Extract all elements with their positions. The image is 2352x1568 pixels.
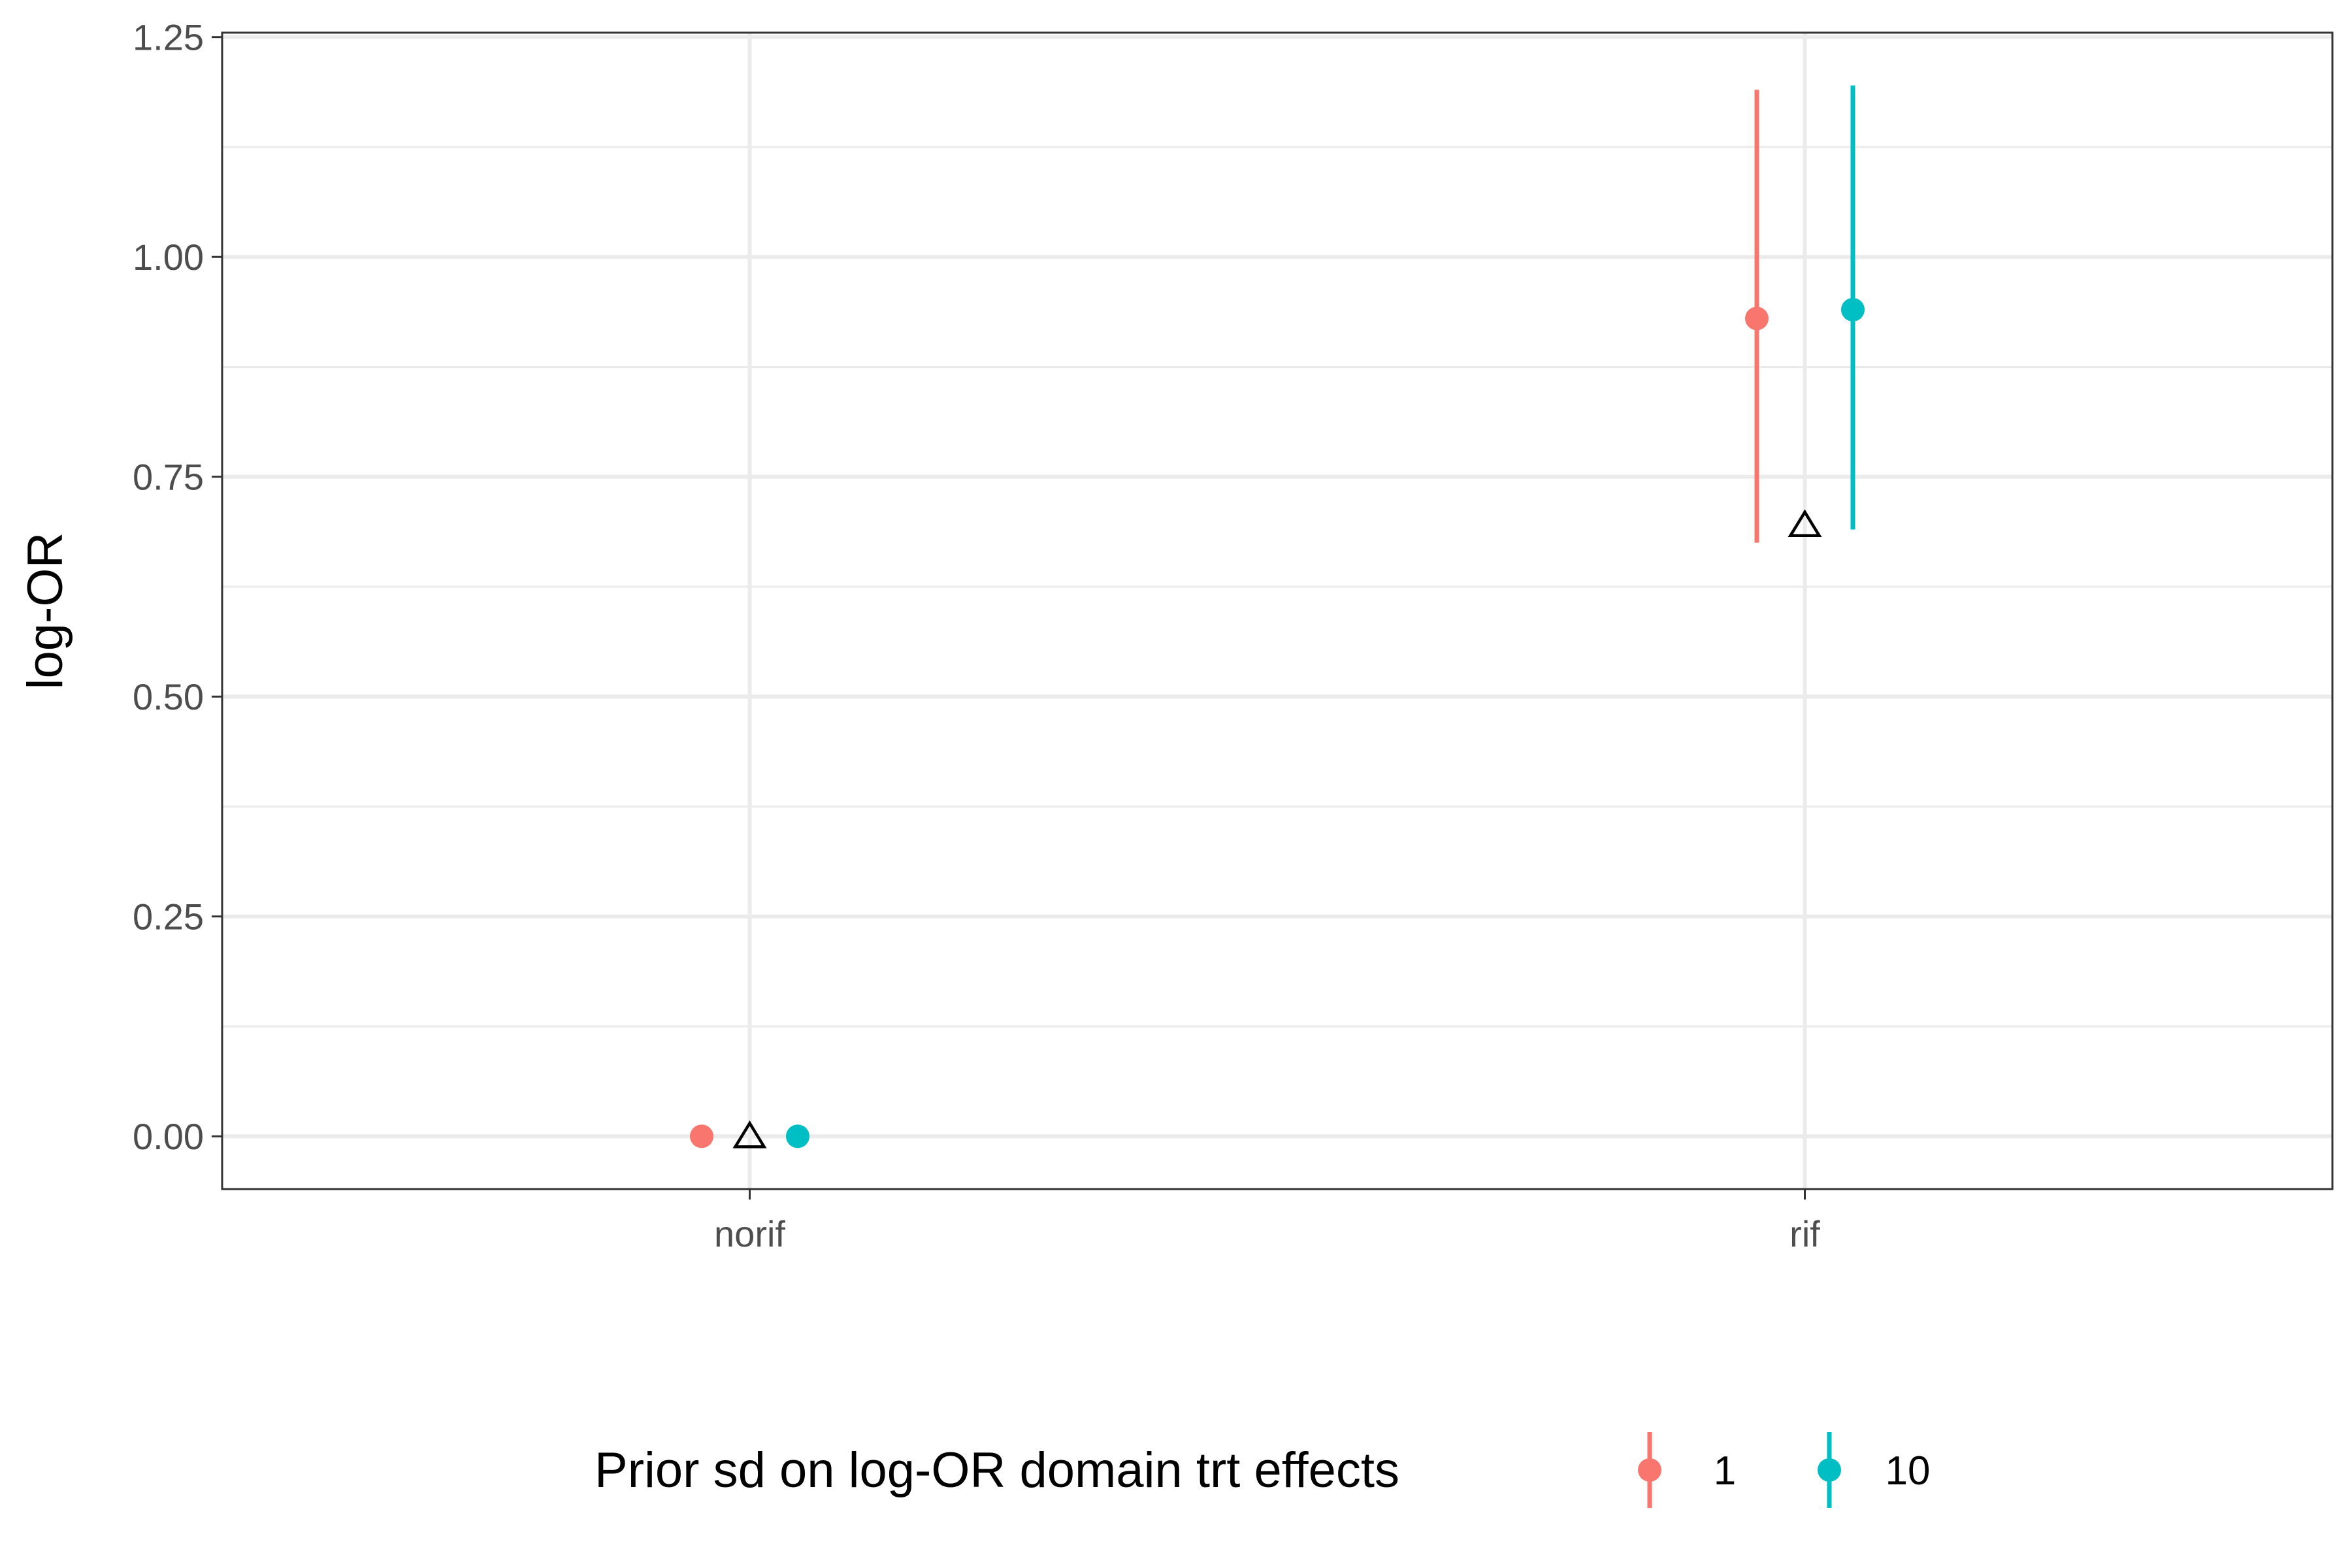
reference-markers bbox=[732, 509, 1822, 1149]
grid-minor bbox=[222, 146, 2332, 1028]
legend-label-10: 10 bbox=[1886, 1448, 1931, 1494]
data-marks bbox=[690, 85, 1865, 1149]
y-tick-label: 1.25 bbox=[133, 17, 204, 58]
legend-label-1: 1 bbox=[1714, 1448, 1736, 1494]
plot-panel-border bbox=[221, 31, 2334, 1190]
point-series-10-rif bbox=[1841, 297, 1865, 321]
point-series-10-norif bbox=[786, 1124, 809, 1149]
legend: Prior sd on log-OR domain trt effects 1 10 bbox=[595, 1432, 1930, 1508]
y-axis-title: log-OR bbox=[18, 532, 73, 690]
legend-key-point-10 bbox=[1818, 1458, 1841, 1482]
y-tick-label: 0.50 bbox=[133, 676, 204, 717]
plot-background bbox=[222, 33, 2332, 1189]
grid-major bbox=[222, 33, 2332, 1189]
y-tick-label: 0.75 bbox=[133, 457, 204, 498]
legend-key-point-1 bbox=[1638, 1458, 1661, 1482]
x-tick-label: norif bbox=[714, 1213, 785, 1254]
point-series-1-norif bbox=[690, 1124, 713, 1149]
reference-triangle-norif bbox=[732, 1120, 767, 1149]
point-series-1-rif bbox=[1745, 306, 1769, 331]
reference-triangle-rif bbox=[1788, 509, 1822, 538]
y-axis: 0.00 0.25 0.50 0.75 1.00 1.25 bbox=[133, 17, 222, 1157]
x-tick-label: rif bbox=[1789, 1213, 1820, 1254]
y-tick-label: 0.25 bbox=[133, 896, 204, 938]
x-axis: norif rif bbox=[714, 1189, 1820, 1254]
legend-title: Prior sd on log-OR domain trt effects bbox=[595, 1443, 1399, 1498]
y-tick-label: 0.00 bbox=[133, 1116, 204, 1157]
y-tick-label: 1.00 bbox=[133, 237, 204, 278]
